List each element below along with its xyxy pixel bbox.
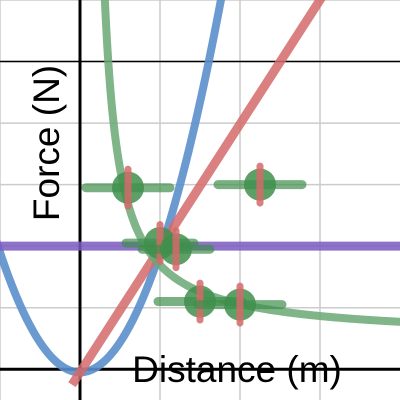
linear-series-line <box>68 0 326 388</box>
y-axis-label: Force (N) <box>26 65 67 221</box>
data-point <box>193 282 287 327</box>
x-axis-label: Distance (m) <box>132 349 342 390</box>
data-point <box>213 162 307 207</box>
data-points <box>81 162 307 327</box>
data-point <box>81 165 175 210</box>
parabola-series-curve <box>0 0 225 377</box>
data-point <box>137 227 215 272</box>
